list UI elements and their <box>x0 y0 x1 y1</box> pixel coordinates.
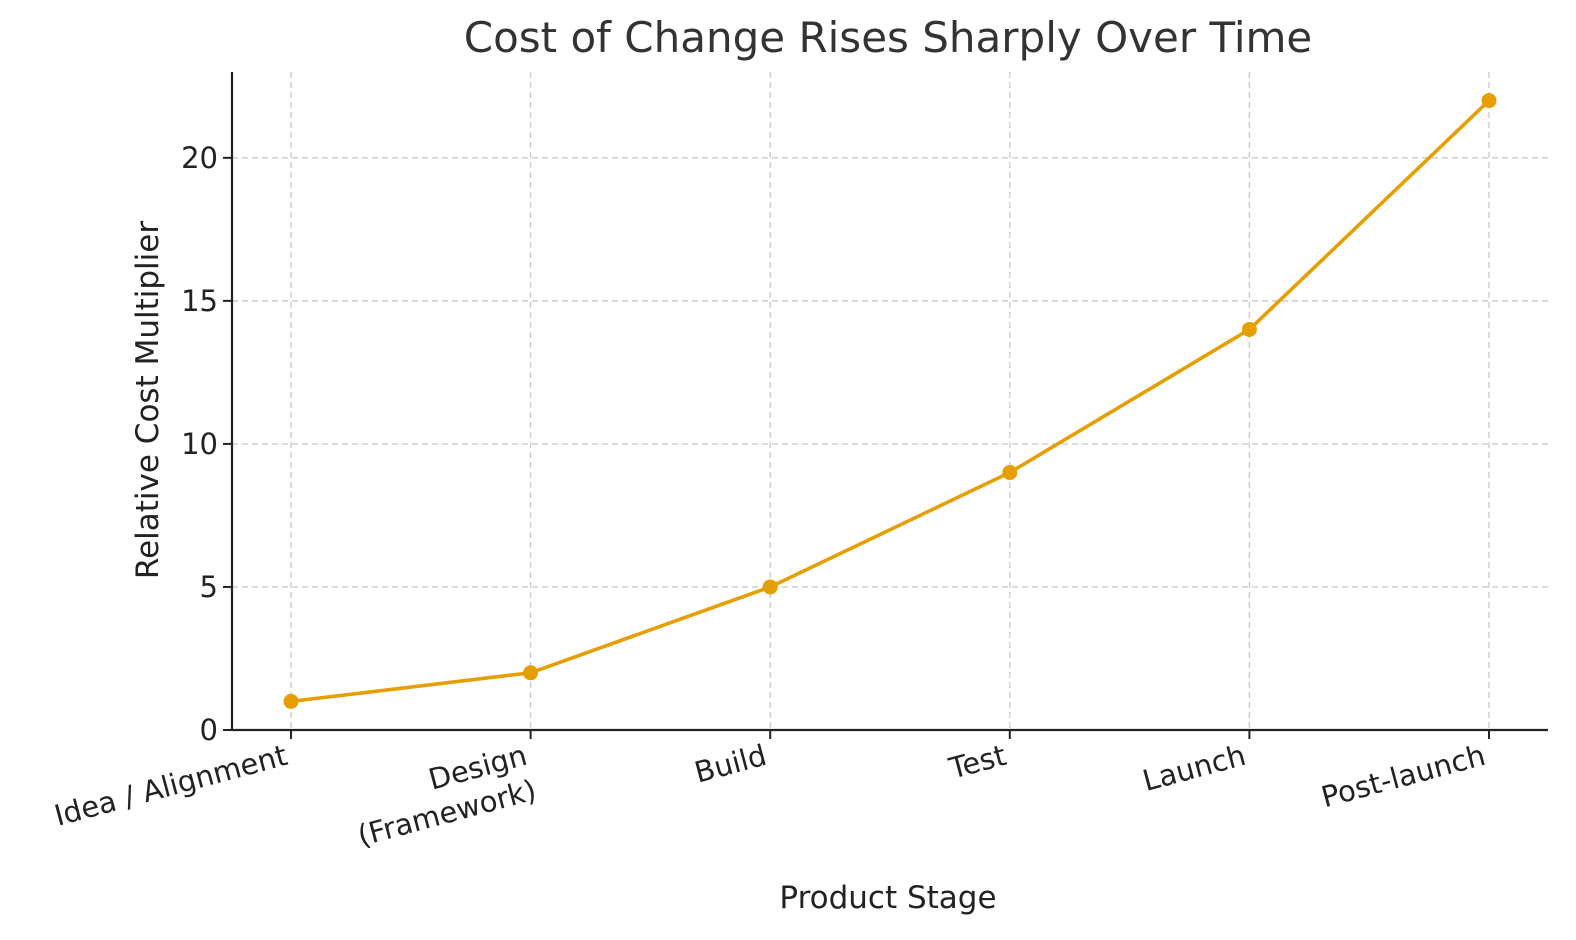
y-tick-label: 5 <box>200 570 218 604</box>
y-tick-label: 0 <box>200 713 218 747</box>
y-tick-label: 15 <box>181 284 218 318</box>
y-axis-label: Relative Cost Multiplier <box>130 221 166 579</box>
axes <box>223 72 1548 739</box>
x-axis-label: Product Stage <box>779 880 996 916</box>
data-point <box>1241 321 1257 337</box>
series <box>283 93 1497 709</box>
y-tick-label: 10 <box>181 427 218 461</box>
data-point <box>1481 93 1497 109</box>
data-point <box>1002 465 1018 481</box>
series-line <box>289 98 1491 704</box>
data-point <box>523 665 539 681</box>
data-point <box>762 579 778 595</box>
chart-title: Cost of Change Rises Sharply Over Time <box>464 13 1313 62</box>
y-tick-label: 20 <box>181 141 218 175</box>
data-point <box>283 693 299 709</box>
